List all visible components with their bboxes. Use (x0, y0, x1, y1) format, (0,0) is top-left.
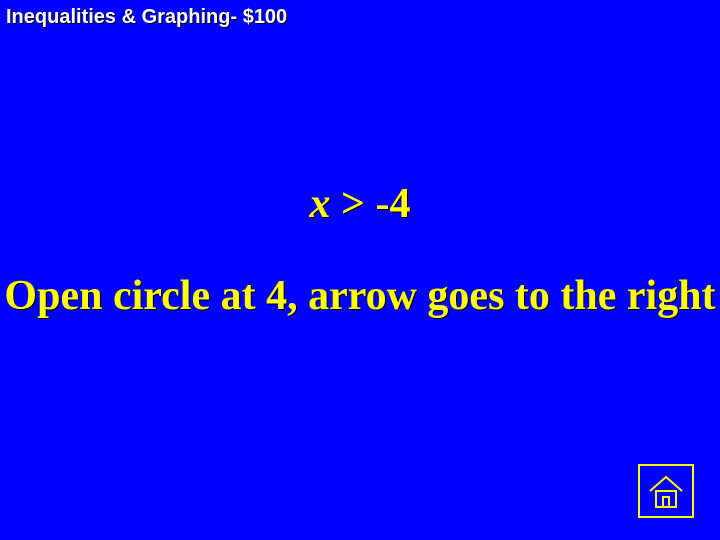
house-icon (646, 471, 686, 511)
answer-inequality: x > -4 (0, 180, 720, 228)
inequality-variable: x (310, 181, 331, 227)
inequality-rest: > -4 (331, 181, 411, 227)
home-button[interactable] (638, 464, 694, 518)
answer-description: Open circle at 4, arrow goes to the righ… (0, 272, 720, 320)
slide-header: Inequalities & Graphing- $100 (6, 6, 287, 29)
